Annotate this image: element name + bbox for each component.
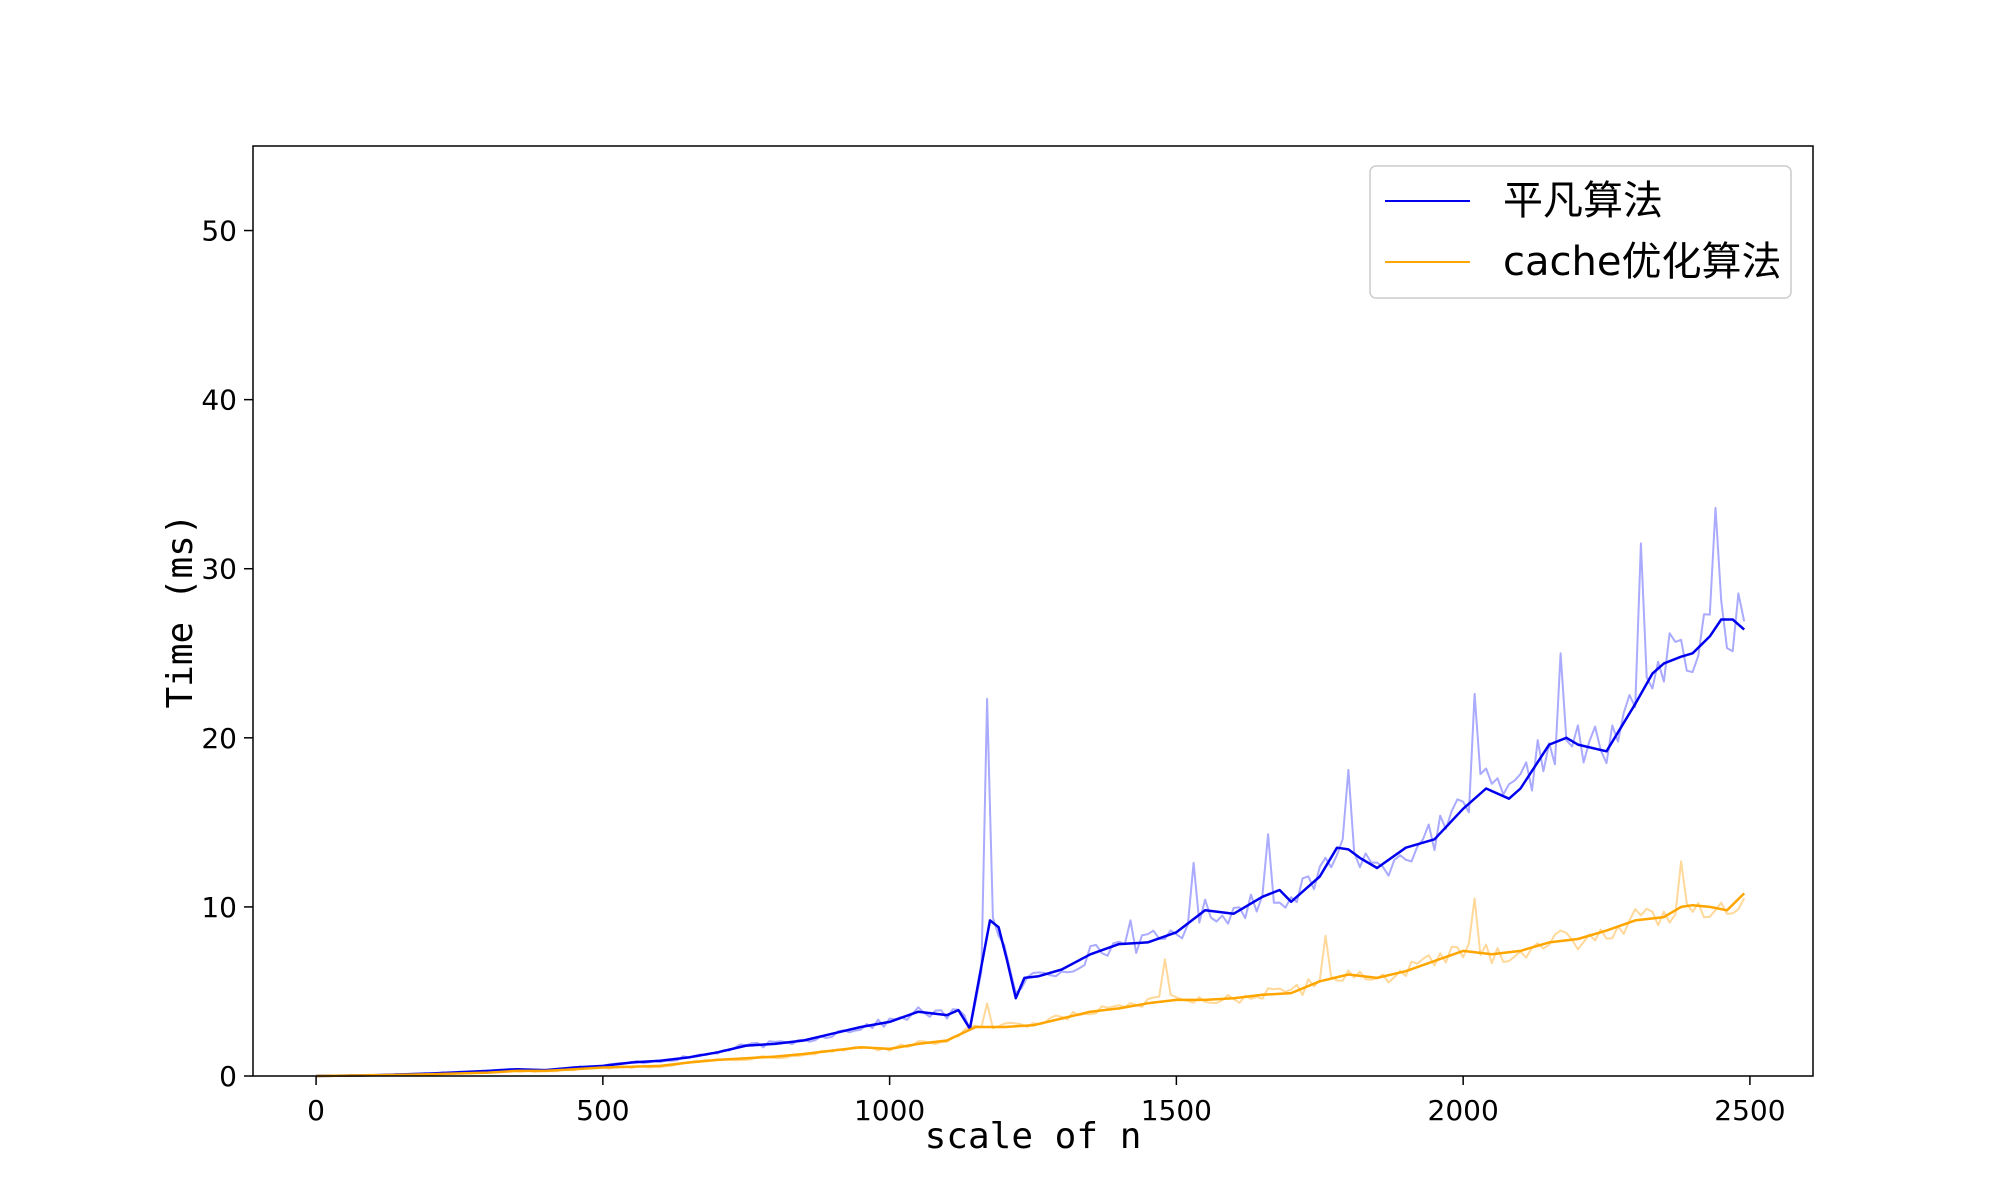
- series-1-line: [316, 892, 1746, 1078]
- x-tick-label-3: 1500: [1141, 1094, 1212, 1127]
- series-layer: [316, 618, 1746, 1078]
- y-tick-label-1: 10: [201, 891, 237, 924]
- plot-frame: [252, 145, 1814, 1077]
- y-axis: 0 10 20 30 40 50: [201, 215, 253, 1093]
- legend-label-series-0: 平凡算法: [1503, 178, 1663, 224]
- series-0-line: [316, 618, 1746, 1078]
- y-axis-title: Time (ms): [160, 513, 201, 708]
- x-tick-label-1: 500: [576, 1094, 629, 1127]
- x-axis: 0 500 1000 1500 2000 2500: [307, 1076, 1786, 1127]
- x-tick-label-5: 2500: [1714, 1094, 1785, 1127]
- legend-label-series-1: cache优化算法: [1503, 239, 1781, 285]
- x-tick-label-0: 0: [307, 1094, 325, 1127]
- legend-frame: [1369, 165, 1792, 299]
- y-tick-label-3: 30: [201, 553, 237, 586]
- x-axis-title: scale of n: [925, 1116, 1142, 1157]
- y-tick-label-0: 0: [219, 1060, 237, 1093]
- x-tick-label-2: 1000: [854, 1094, 925, 1127]
- y-tick-label-5: 50: [201, 215, 237, 248]
- y-tick-label-4: 40: [201, 384, 237, 417]
- plot-background: [253, 146, 1813, 1076]
- y-tick-label-2: 20: [201, 722, 237, 755]
- x-tick-label-4: 2000: [1428, 1094, 1499, 1127]
- legend: 平凡算法 cache优化算法: [1369, 165, 1792, 299]
